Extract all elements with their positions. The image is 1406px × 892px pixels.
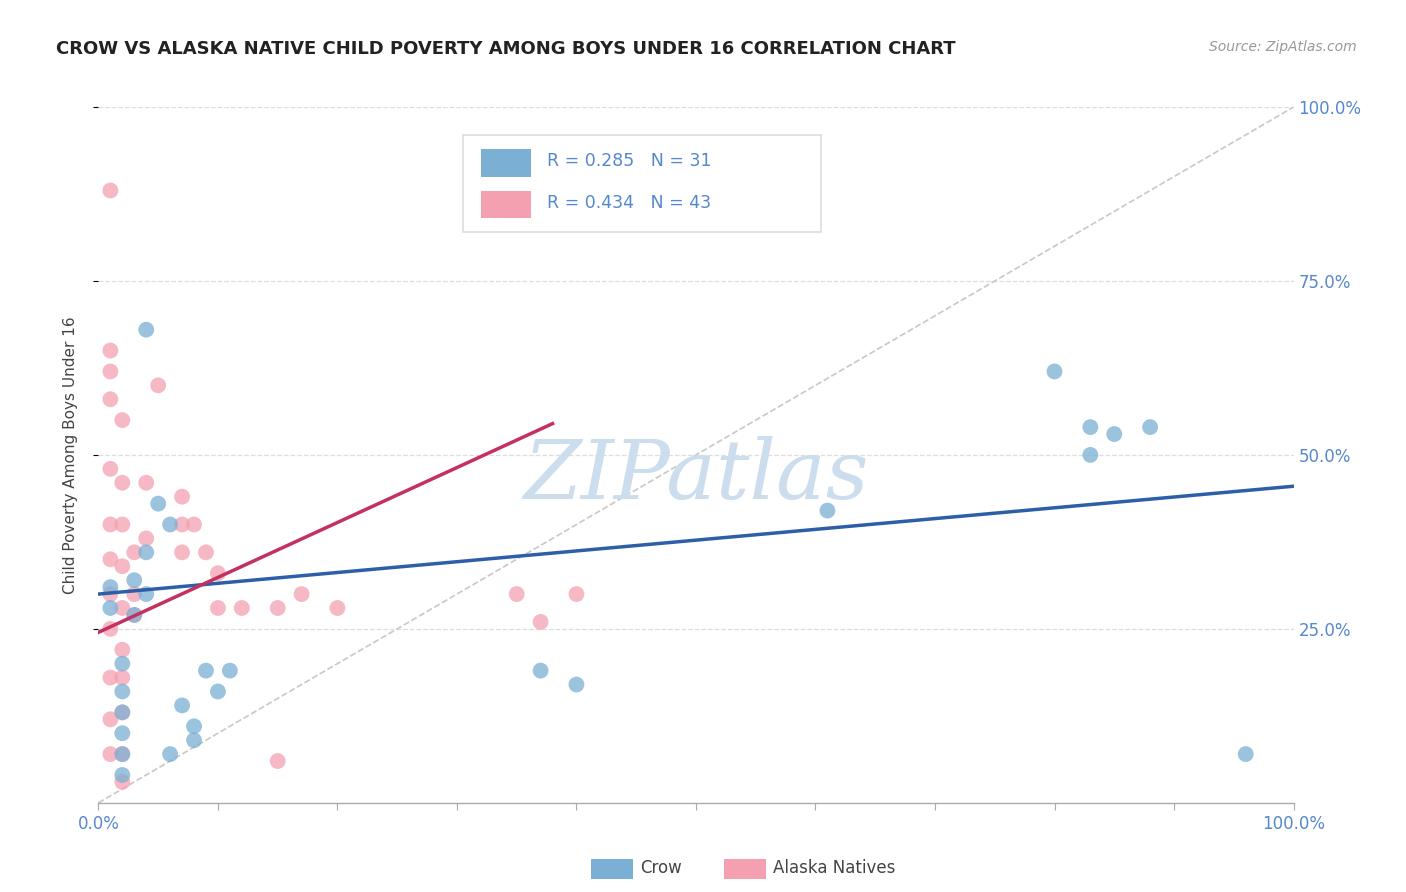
Point [135, 587, 157, 601]
Point [1104, 427, 1126, 442]
Point [111, 475, 134, 490]
Point [1234, 747, 1257, 761]
Point [124, 607, 146, 622]
Point [565, 677, 588, 691]
Point [98, 622, 122, 636]
Point [183, 733, 205, 747]
Text: CROW VS ALASKA NATIVE CHILD POVERTY AMONG BOYS UNDER 16 CORRELATION CHART: CROW VS ALASKA NATIVE CHILD POVERTY AMON… [56, 40, 956, 58]
Point [98, 712, 122, 726]
Point [1043, 364, 1066, 378]
Point [98, 671, 122, 685]
Point [565, 587, 588, 601]
Point [172, 517, 194, 532]
Point [111, 601, 134, 615]
FancyBboxPatch shape [463, 135, 821, 232]
Point [111, 706, 134, 720]
Point [207, 684, 229, 698]
Point [815, 503, 838, 517]
Text: R = 0.434   N = 43: R = 0.434 N = 43 [547, 194, 710, 212]
Point [111, 747, 134, 761]
Point [148, 378, 170, 392]
FancyBboxPatch shape [481, 149, 531, 177]
Point [195, 545, 218, 559]
Point [98, 364, 122, 378]
Point [124, 545, 146, 559]
Point [98, 517, 122, 532]
Point [159, 747, 181, 761]
Point [159, 517, 181, 532]
Point [172, 490, 194, 504]
Point [98, 343, 122, 358]
Point [135, 532, 157, 546]
Point [111, 657, 134, 671]
FancyBboxPatch shape [481, 191, 531, 219]
Text: ZIPatlas: ZIPatlas [523, 436, 869, 516]
Point [124, 587, 146, 601]
Point [1080, 448, 1102, 462]
Y-axis label: Child Poverty Among Boys Under 16: Child Poverty Among Boys Under 16 [63, 316, 77, 594]
Point [195, 664, 218, 678]
Text: R = 0.285   N = 31: R = 0.285 N = 31 [547, 152, 711, 169]
Point [98, 552, 122, 566]
Point [219, 664, 242, 678]
Point [124, 573, 146, 587]
Text: Source: ZipAtlas.com: Source: ZipAtlas.com [1209, 40, 1357, 54]
Point [135, 475, 157, 490]
Point [1080, 420, 1102, 434]
Point [98, 184, 122, 198]
Point [172, 545, 194, 559]
Point [135, 323, 157, 337]
Point [207, 566, 229, 581]
Point [98, 392, 122, 407]
Point [111, 413, 134, 427]
Point [183, 719, 205, 733]
Point [135, 545, 157, 559]
Point [506, 587, 529, 601]
Point [98, 587, 122, 601]
Point [148, 497, 170, 511]
Point [111, 671, 134, 685]
Point [111, 559, 134, 574]
Point [267, 754, 290, 768]
Point [98, 462, 122, 476]
Point [1139, 420, 1161, 434]
Point [111, 642, 134, 657]
Point [111, 775, 134, 789]
Point [530, 664, 553, 678]
Point [231, 601, 253, 615]
Point [111, 768, 134, 782]
Text: Alaska Natives: Alaska Natives [773, 859, 896, 877]
Point [111, 706, 134, 720]
Point [111, 517, 134, 532]
Point [291, 587, 314, 601]
Point [207, 601, 229, 615]
Text: Crow: Crow [640, 859, 682, 877]
Point [98, 747, 122, 761]
Point [183, 517, 205, 532]
Point [124, 607, 146, 622]
Point [111, 747, 134, 761]
Point [326, 601, 349, 615]
Point [111, 726, 134, 740]
Point [111, 684, 134, 698]
Point [267, 601, 290, 615]
Point [98, 580, 122, 594]
Point [530, 615, 553, 629]
Point [98, 601, 122, 615]
Point [172, 698, 194, 713]
